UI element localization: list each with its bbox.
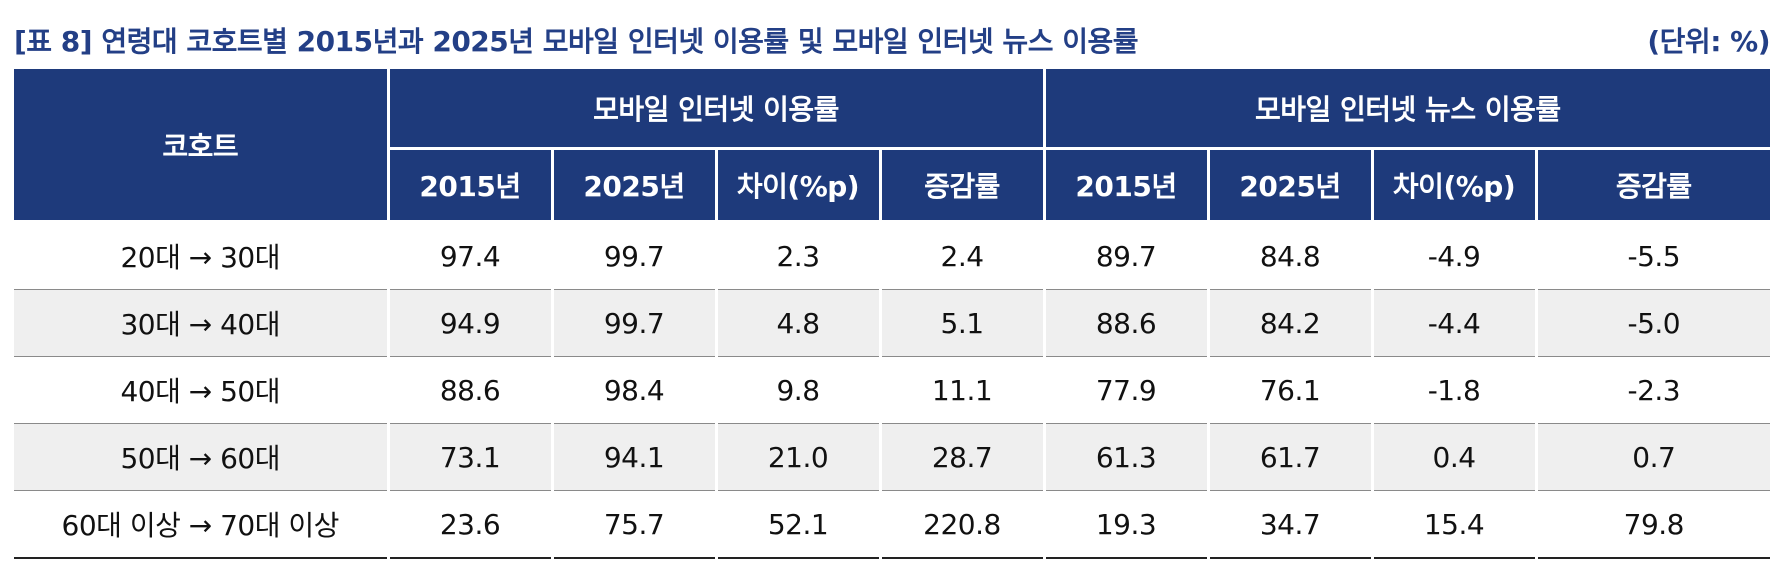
cohort-cell: 60대 이상 → 70대 이상	[14, 490, 390, 559]
value-cell: 28.7	[880, 423, 1046, 491]
value-cell: 76.1	[1208, 356, 1374, 424]
value-cell: 15.4	[1372, 490, 1538, 559]
table-row: 60대 이상 → 70대 이상 23.6 75.7 52.1 220.8 19.…	[14, 490, 1771, 559]
group-header-mobile-internet: 모바일 인터넷 이용률	[386, 66, 1046, 150]
table-row: 40대 → 50대 88.6 98.4 9.8 11.1 77.9 76.1 -…	[14, 356, 1771, 424]
value-cell: 61.3	[1044, 423, 1210, 491]
cohort-cell: 30대 → 40대	[14, 289, 390, 357]
table-row: 30대 → 40대 94.9 99.7 4.8 5.1 88.6 84.2 -4…	[14, 289, 1771, 357]
value-cell: -5.0	[1536, 289, 1771, 357]
unit-label: (단위: %)	[1647, 25, 1770, 58]
subheader-change-rate: 증감률	[1534, 147, 1771, 223]
value-cell: 0.7	[1536, 423, 1771, 491]
value-cell: 89.7	[1044, 221, 1210, 290]
value-cell: 94.1	[552, 423, 718, 491]
cohort-header: 코호트	[14, 66, 390, 223]
value-cell: 9.8	[716, 356, 882, 424]
value-cell: 97.4	[388, 221, 554, 290]
cohort-cell: 50대 → 60대	[14, 423, 390, 491]
value-cell: 11.1	[880, 356, 1046, 424]
subheader-2025: 2025년	[550, 147, 718, 223]
value-cell: 52.1	[716, 490, 882, 559]
value-cell: 77.9	[1044, 356, 1210, 424]
value-cell: 0.4	[1372, 423, 1538, 491]
value-cell: 98.4	[552, 356, 718, 424]
subheader-change-rate: 증감률	[878, 147, 1046, 223]
cohort-table: 코호트 모바일 인터넷 이용률 모바일 인터넷 뉴스 이용률 2015년 202…	[14, 66, 1771, 559]
value-cell: 4.8	[716, 289, 882, 357]
table-title: [표 8] 연령대 코호트별 2015년과 2025년 모바일 인터넷 이용률 …	[14, 25, 1138, 58]
value-cell: -4.4	[1372, 289, 1538, 357]
value-cell: 61.7	[1208, 423, 1374, 491]
value-cell: 34.7	[1208, 490, 1374, 559]
value-cell: 84.2	[1208, 289, 1374, 357]
value-cell: 220.8	[880, 490, 1046, 559]
value-cell: 23.6	[388, 490, 554, 559]
subheader-2015: 2015년	[1042, 147, 1210, 223]
value-cell: 2.3	[716, 221, 882, 290]
value-cell: 19.3	[1044, 490, 1210, 559]
value-cell: 99.7	[552, 289, 718, 357]
value-cell: 99.7	[552, 221, 718, 290]
cohort-cell: 40대 → 50대	[14, 356, 390, 424]
subheader-diff: 차이(%p)	[714, 147, 882, 223]
value-cell: 94.9	[388, 289, 554, 357]
title-row: [표 8] 연령대 코호트별 2015년과 2025년 모바일 인터넷 이용률 …	[14, 18, 1770, 62]
value-cell: -5.5	[1536, 221, 1771, 290]
cohort-cell: 20대 → 30대	[14, 221, 390, 290]
table-row: 20대 → 30대 97.4 99.7 2.3 2.4 89.7 84.8 -4…	[14, 221, 1771, 290]
value-cell: 5.1	[880, 289, 1046, 357]
value-cell: 21.0	[716, 423, 882, 491]
subheader-2025: 2025년	[1206, 147, 1374, 223]
value-cell: -1.8	[1372, 356, 1538, 424]
value-cell: -2.3	[1536, 356, 1771, 424]
value-cell: 88.6	[388, 356, 554, 424]
value-cell: -4.9	[1372, 221, 1538, 290]
value-cell: 79.8	[1536, 490, 1771, 559]
value-cell: 2.4	[880, 221, 1046, 290]
value-cell: 73.1	[388, 423, 554, 491]
subheader-diff: 차이(%p)	[1370, 147, 1538, 223]
group-header-mobile-news: 모바일 인터넷 뉴스 이용률	[1042, 66, 1771, 150]
value-cell: 84.8	[1208, 221, 1374, 290]
subheader-2015: 2015년	[386, 147, 554, 223]
value-cell: 75.7	[552, 490, 718, 559]
table-row: 50대 → 60대 73.1 94.1 21.0 28.7 61.3 61.7 …	[14, 423, 1771, 491]
value-cell: 88.6	[1044, 289, 1210, 357]
